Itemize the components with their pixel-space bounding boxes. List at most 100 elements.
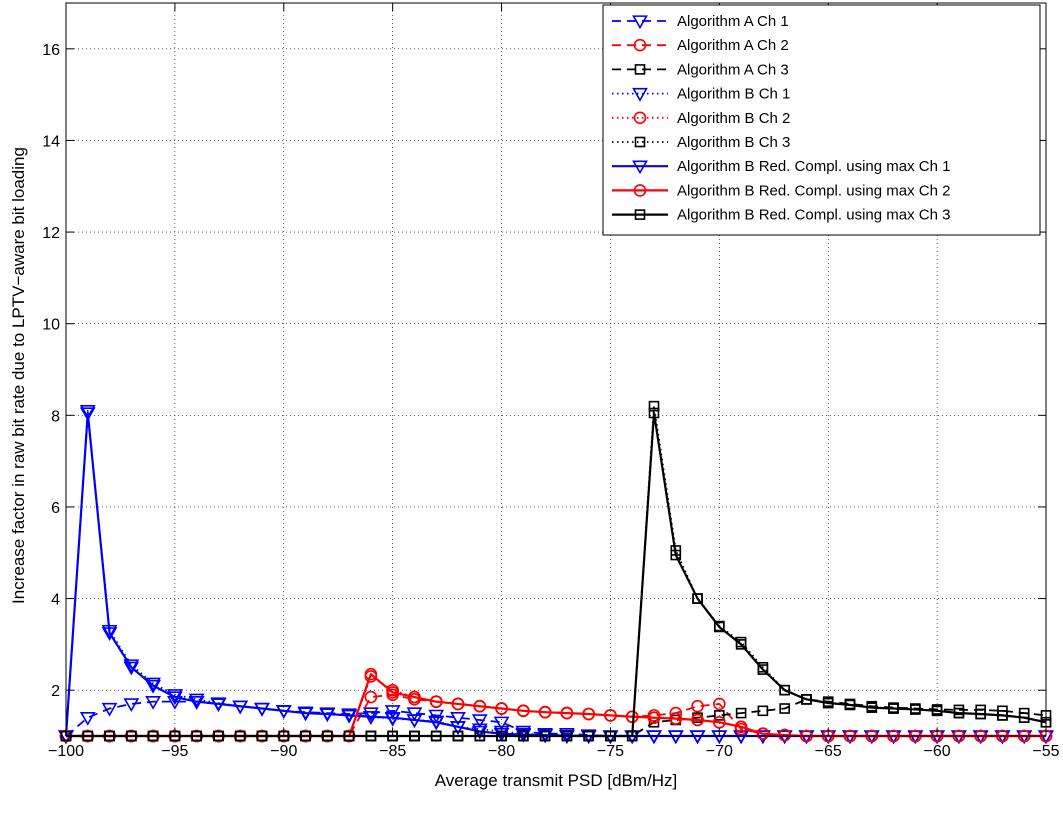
y-axis-label: Increase factor in raw bit rate due to L… [9,147,28,604]
data-point [714,621,725,633]
data-point [386,686,399,699]
data-point [495,702,508,715]
x-axis-label: Average transmit PSD [dBm/Hz] [435,771,678,790]
legend-label: Algorithm B Red. Compl. using max Ch 1 [677,158,950,175]
data-point [210,698,227,713]
data-point [734,720,748,734]
data-point [406,714,423,729]
legend-marker [633,111,647,125]
data-point [801,694,812,705]
x-tick-label: −60 [924,743,951,760]
x-tick-label: −85 [379,743,406,760]
data-point [145,695,161,710]
data-point [667,730,684,745]
data-point [776,730,793,745]
data-point [123,698,140,713]
data-point [167,691,183,706]
data-point [471,714,488,729]
data-point [406,707,423,722]
tick-labels: −100 −95 −90 −85 −80 −75 −70 −65 −60 −55 2 4 6 8 10 12 1… [42,42,1059,760]
data-point [363,711,379,725]
legend-box [602,4,1041,236]
x-tick-label: −55 [1032,743,1059,760]
data-point [757,705,769,717]
data-point [735,707,747,719]
data-point [341,709,357,724]
data-point [254,702,270,717]
x-tick-label: −80 [488,743,515,760]
data-point [123,659,140,674]
data-point [275,705,292,719]
data-point [822,697,834,709]
data-point [692,593,703,604]
legend-marker [634,209,646,220]
data-point [79,711,96,726]
legend-marker [633,38,647,52]
y-tick-label: 6 [51,500,60,517]
data-point [79,405,96,419]
legend-marker [632,15,648,30]
legend-label: Algorithm B Red. Compl. using max Ch 2 [677,182,950,199]
legend-entry: Algorithm B Ch 3 [612,134,790,151]
legend-entry: Algorithm B Red. Compl. using max Ch 1 [612,158,950,175]
y-tick-label: 14 [42,133,60,150]
legend-label: Algorithm A Ch 3 [677,61,789,78]
data-point [101,627,118,642]
legend-label: Algorithm B Ch 3 [677,134,790,151]
legend-marker [632,160,648,175]
x-tick-label: −75 [597,743,624,760]
data-point [384,711,401,726]
data-point [297,707,314,722]
data-point [188,695,205,710]
legend-entry: Algorithm B Red. Compl. using max Ch 3 [612,207,950,224]
data-point [384,705,401,719]
data-point [733,730,749,745]
data-point [450,711,466,726]
y-tick-label: 2 [51,683,60,700]
x-tick-label: −65 [815,743,842,760]
data-point [473,699,487,713]
data-point [582,707,595,721]
data-point [888,703,899,714]
data-point [756,727,770,741]
data-point [670,549,682,561]
data-point [953,707,965,719]
data-point [101,702,118,717]
legend-label: Algorithm B Ch 2 [677,110,790,127]
data-point [713,697,726,711]
data-point [319,708,336,723]
data-point [429,695,443,708]
data-point [844,699,856,711]
data-point [647,711,661,724]
data-point [910,704,921,715]
data-point [691,699,704,713]
data-point [123,661,140,676]
data-point [997,710,1008,721]
data-point [755,730,771,745]
y-tick-label: 4 [51,592,60,609]
legend-entry: Algorithm A Ch 2 [612,37,789,54]
data-point [145,679,161,694]
data-point [1018,712,1030,723]
data-point [428,716,445,731]
legend-label: Algorithm B Ch 1 [677,86,790,103]
data-point [646,730,662,745]
data-point [604,709,617,722]
data-point [363,707,379,722]
data-point [779,684,790,696]
y-tick-label: 12 [42,225,60,242]
data-point [232,700,249,715]
x-tick-label: −95 [161,743,188,760]
legend-marker [632,87,648,102]
data-point [79,407,96,422]
legend-label: Algorithm A Ch 2 [677,37,789,54]
data-point [408,690,421,704]
data-point [517,704,530,718]
data-point [669,712,683,725]
y-tick-label: 8 [51,408,60,425]
y-tick-label: 16 [42,42,60,59]
data-point [451,697,465,711]
axes [65,2,1047,737]
data-point [364,690,378,704]
